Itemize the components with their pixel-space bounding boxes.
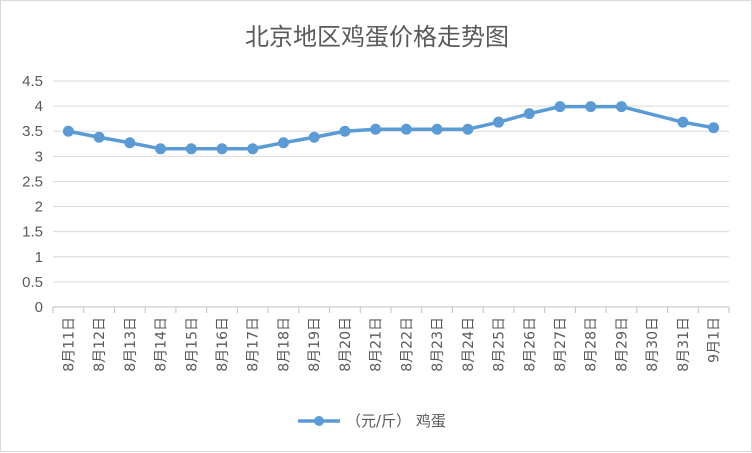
legend-marker-swatch: [314, 416, 324, 426]
data-point: [370, 123, 382, 135]
data-point: [216, 143, 228, 155]
series-line: [66, 104, 716, 151]
data-point: [277, 137, 289, 149]
x-tick-label: 8月28日: [584, 317, 600, 372]
data-point: [339, 125, 351, 137]
data-point: [93, 131, 105, 143]
data-point: [493, 116, 505, 128]
data-point: [62, 125, 74, 137]
series-layer: [62, 101, 720, 155]
x-axis: 8月11日 8月12日 8月13日 8月14日 8月15日 8月16日 8月17日 8月18日…: [52, 306, 730, 372]
data-point: [185, 143, 197, 155]
data-point: [585, 101, 597, 113]
gridlines: [53, 80, 729, 283]
data-point: [523, 108, 535, 120]
x-tick-label: 8月15日: [184, 317, 200, 372]
x-tick-label: 8月20日: [338, 317, 354, 372]
x-tick-label: 8月17日: [246, 317, 262, 372]
data-point: [155, 143, 167, 155]
x-tick-label: 8月31日: [676, 317, 692, 372]
y-tick-label: 3: [35, 148, 43, 165]
legend-label: （元/斤） 鸡蛋: [346, 412, 446, 430]
x-tick-label: 8月12日: [92, 317, 108, 372]
y-tick-label: 2.5: [22, 173, 43, 190]
y-tick-label: 1.5: [22, 224, 43, 241]
data-point: [247, 143, 259, 155]
data-point: [431, 123, 443, 135]
y-tick-label: 0.5: [22, 274, 43, 291]
x-tick-label: 8月21日: [369, 317, 385, 372]
x-tick-label: 8月30日: [645, 317, 661, 372]
x-tick-label: 8月24日: [461, 317, 477, 372]
y-axis-ticks: 0 0.5 1 1.5 2 2.5 3 3.5 4 4.5: [22, 73, 43, 316]
data-point: [708, 122, 720, 134]
data-point: [124, 137, 136, 149]
x-tick-label: 8月27日: [553, 317, 569, 372]
x-tick-label: 8月29日: [614, 317, 630, 372]
data-point: [462, 123, 474, 135]
data-point: [615, 101, 627, 113]
y-tick-label: 2: [35, 199, 43, 216]
x-tick-label: 8月26日: [522, 317, 538, 372]
y-tick-label: 3.5: [22, 123, 43, 140]
x-tick-label: 8月22日: [399, 317, 415, 372]
x-tick-label: 8月25日: [492, 317, 508, 372]
x-tick-label: 8月18日: [276, 317, 292, 372]
data-point: [308, 131, 320, 143]
y-tick-label: 4: [35, 98, 43, 115]
x-tick-label: 9月1日: [707, 317, 723, 363]
x-tick-label: 8月11日: [61, 317, 77, 372]
y-tick-label: 0: [35, 299, 43, 316]
data-point: [554, 101, 566, 113]
y-tick-label: 4.5: [22, 73, 43, 90]
data-point: [677, 116, 689, 128]
x-tick-label: 8月14日: [154, 317, 170, 372]
x-tick-label: 8月13日: [123, 317, 139, 372]
x-tick-label: 8月19日: [307, 317, 323, 372]
legend: （元/斤） 鸡蛋: [298, 412, 446, 430]
x-tick-label: 8月16日: [215, 317, 231, 372]
chart-title: 北京地区鸡蛋价格走势图: [245, 23, 509, 51]
x-tick-label: 8月23日: [430, 317, 446, 372]
data-point: [400, 123, 412, 135]
y-tick-label: 1: [35, 249, 43, 266]
